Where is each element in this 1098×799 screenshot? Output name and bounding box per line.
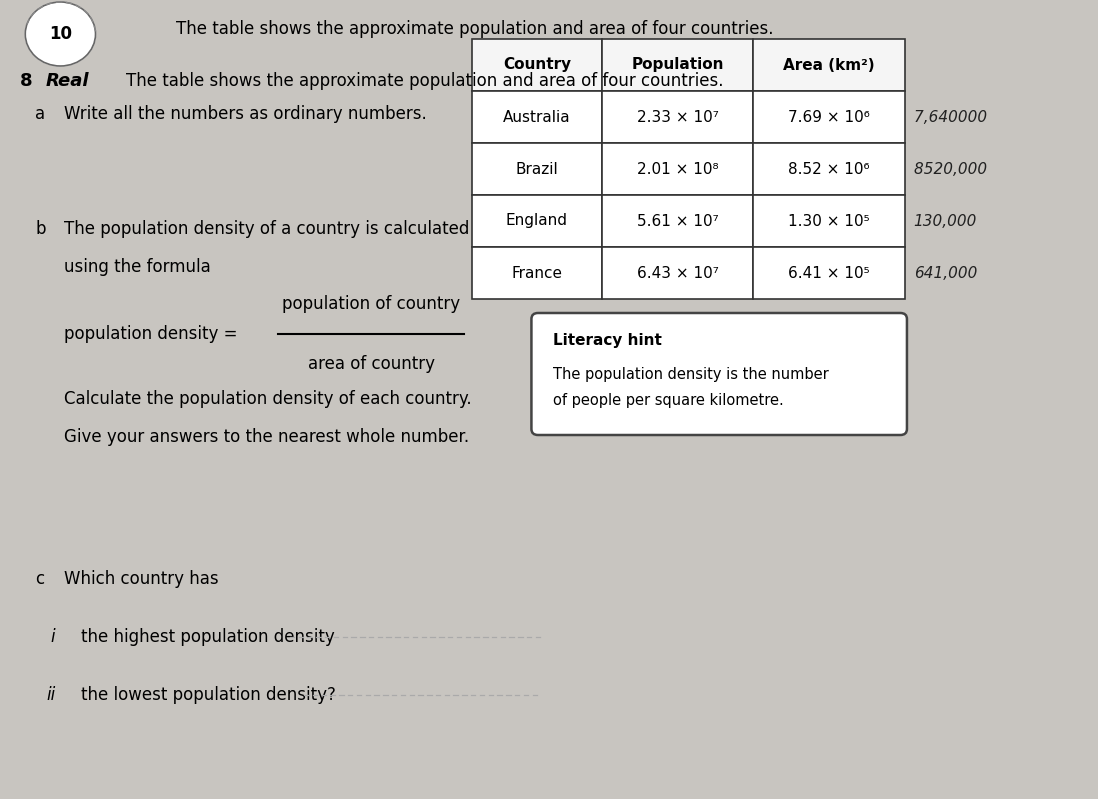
- Text: France: France: [512, 265, 562, 280]
- Text: Brazil: Brazil: [516, 161, 558, 177]
- Text: a: a: [35, 105, 45, 123]
- Text: 8520​,000: 8520​,000: [914, 161, 987, 177]
- Text: Australia: Australia: [503, 109, 571, 125]
- Bar: [472, 195, 602, 247]
- Bar: [753, 143, 905, 195]
- Bar: [602, 195, 753, 247]
- Text: Population: Population: [631, 58, 724, 73]
- Text: 8.52 × 10⁶: 8.52 × 10⁶: [788, 161, 870, 177]
- Text: Literacy hint: Literacy hint: [553, 333, 662, 348]
- Text: 641,000: 641,000: [914, 265, 977, 280]
- Text: 5.61 × 10⁷: 5.61 × 10⁷: [637, 213, 718, 229]
- Text: 2.33 × 10⁷: 2.33 × 10⁷: [637, 109, 718, 125]
- Text: 8: 8: [20, 72, 32, 90]
- Text: The table shows the approximate population and area of four countries.: The table shows the approximate populati…: [176, 20, 773, 38]
- Text: area of country: area of country: [307, 355, 435, 373]
- Text: of people per square kilometre.: of people per square kilometre.: [553, 393, 784, 408]
- Text: 10: 10: [49, 25, 71, 43]
- Text: population density =: population density =: [64, 325, 243, 343]
- Text: the lowest population density?: the lowest population density?: [81, 686, 336, 704]
- Bar: [753, 91, 905, 143]
- Text: 7,640​000: 7,640​000: [914, 109, 987, 125]
- Bar: [472, 39, 602, 91]
- Text: Area (km²): Area (km²): [783, 58, 875, 73]
- Text: 130,000: 130,000: [914, 213, 977, 229]
- Text: population of country: population of country: [282, 295, 460, 313]
- Text: Calculate the population density of each country.: Calculate the population density of each…: [64, 390, 471, 408]
- Bar: [472, 143, 602, 195]
- Text: The population density of a country is calculated: The population density of a country is c…: [64, 220, 469, 238]
- Text: using the formula: using the formula: [64, 258, 211, 276]
- Text: Real: Real: [46, 72, 90, 90]
- Text: Give your answers to the nearest whole number.: Give your answers to the nearest whole n…: [64, 428, 469, 446]
- Bar: [602, 143, 753, 195]
- FancyBboxPatch shape: [531, 313, 907, 435]
- Bar: [602, 39, 753, 91]
- Text: 1.30 × 10⁵: 1.30 × 10⁵: [788, 213, 870, 229]
- Bar: [472, 247, 602, 299]
- Text: 2.01 × 10⁸: 2.01 × 10⁸: [637, 161, 718, 177]
- Text: i: i: [51, 628, 55, 646]
- Text: The table shows the approximate population and area of four countries.: The table shows the approximate populati…: [126, 72, 724, 90]
- Bar: [753, 39, 905, 91]
- Text: Country: Country: [503, 58, 571, 73]
- Text: Which country has: Which country has: [64, 570, 219, 588]
- Bar: [602, 247, 753, 299]
- Text: 7.69 × 10⁶: 7.69 × 10⁶: [788, 109, 870, 125]
- Text: The population density is the number: The population density is the number: [553, 367, 829, 381]
- Text: b: b: [35, 220, 46, 238]
- Text: c: c: [35, 570, 44, 588]
- Circle shape: [25, 2, 96, 66]
- Bar: [753, 195, 905, 247]
- Text: England: England: [506, 213, 568, 229]
- Bar: [472, 91, 602, 143]
- Text: 6.43 × 10⁷: 6.43 × 10⁷: [637, 265, 718, 280]
- Text: ii: ii: [46, 686, 55, 704]
- Text: the highest population density: the highest population density: [81, 628, 335, 646]
- Bar: [753, 247, 905, 299]
- Bar: [602, 91, 753, 143]
- Text: Write all the numbers as ordinary numbers.: Write all the numbers as ordinary number…: [64, 105, 426, 123]
- Text: 6.41 × 10⁵: 6.41 × 10⁵: [788, 265, 870, 280]
